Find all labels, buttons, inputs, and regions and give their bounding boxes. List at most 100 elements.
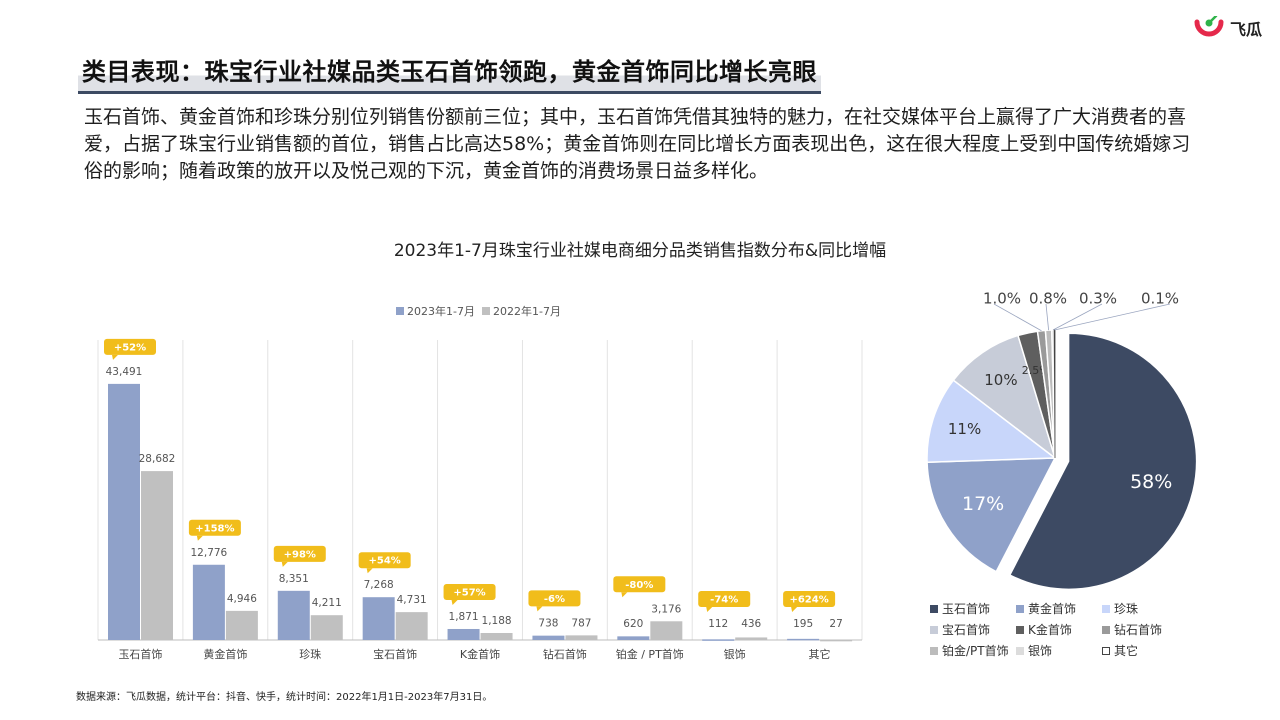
category-label: 钻石首饰 [543,647,587,661]
pie-legend-label: 玉石首饰 [942,602,991,616]
data-label-2023: 43,491 [106,366,143,378]
data-label-2023: 8,351 [279,573,309,585]
bar-2022 [141,471,173,640]
growth-label: +98% [284,549,316,560]
bar-2022 [820,639,853,642]
data-label-2023: 7,268 [364,579,394,591]
data-label-2022: 436 [741,618,761,630]
growth-callout: +54% [358,552,411,574]
growth-badge [528,590,581,607]
data-label-2022: 787 [571,617,591,629]
growth-callout: +158% [188,519,241,541]
growth-badge [358,552,411,569]
growth-label: +158% [195,523,234,534]
growth-badge [783,591,836,607]
pie-legend-label: 钻石首饰 [1114,623,1163,637]
growth-badge [104,338,156,355]
melon-logo-icon [1194,16,1224,37]
pie-legend-label: 黄金首饰 [1028,602,1077,616]
legend-label-2022: 2022年1-7月 [493,304,561,318]
bar-2022 [480,633,513,640]
data-label-2022: 4,731 [397,594,427,606]
growth-label: +57% [453,587,485,598]
pie-legend-swatch [930,604,938,613]
growth-badge-tail [451,599,458,605]
pie-legend-swatch [1102,625,1110,634]
growth-badge [273,545,326,562]
pie-legend-item: 珍珠 [1102,600,1188,617]
bar-2022 [225,610,258,640]
pie-slice-label: 1.0% [983,289,1021,307]
pie-legend-item: 钻石首饰 [1102,621,1188,638]
category-label: 其它 [809,647,831,661]
pie-legend-item: 宝石首饰 [930,621,1016,638]
bar-chart: 2023年1-7月 2022年1-7月 43,491 28,682 +52% 玉石首饰 12… [97,304,863,661]
brand-name: 飞瓜 [1229,20,1262,39]
pie-legend-swatch [1102,646,1110,655]
growth-callout: -80% [613,576,666,598]
growth-badge-tail [196,535,203,541]
data-label-2022: 28,682 [139,453,176,465]
data-label-2022: 4,211 [312,597,342,609]
bar-2022 [565,635,598,640]
data-label-2022: 1,188 [482,615,512,627]
pie-legend-label: 其它 [1114,644,1139,658]
bar-2022 [735,637,768,640]
data-label-2022: 3,176 [651,603,681,615]
growth-callout: -6% [528,590,581,612]
growth-badge-tail [706,607,713,612]
pie-leader-line [1052,303,1103,331]
data-label-2023: 620 [623,618,643,630]
category-label: 玉石首饰 [118,647,162,661]
pie-slice-label: 0.1% [1141,289,1179,307]
growth-label: -74% [710,595,738,606]
data-label-2023: 195 [793,618,813,630]
growth-badge-tail [621,592,628,598]
pie-slice-label: 58% [1130,471,1172,493]
pie-slice-label: 17% [962,493,1004,515]
bar-2022 [310,615,343,640]
growth-label: -6% [544,594,565,605]
pie-legend-swatch [1102,604,1110,613]
pie-slice [1008,332,1198,591]
pie-slice [952,334,1057,461]
pie-legend-label: K金首饰 [1028,623,1072,637]
bar-legend: 2023年1-7月 2022年1-7月 [396,304,561,318]
bar-2023 [617,636,650,640]
category-label: K金首饰 [460,647,500,661]
growth-label: +52% [114,342,146,353]
legend-swatch-2023 [396,307,404,315]
bar-2023 [108,383,140,640]
data-label-2022: 4,946 [227,593,257,605]
pie-slice [926,379,1058,463]
chart-title: 2023年1-7月珠宝行业社媒电商细分品类销售指数分布&同比增幅 [393,241,887,261]
pie-legend: 玉石首饰 黄金首饰 珍珠宝石首饰 K金首饰 钻石首饰铂金/PT首饰 银饰 其它 [930,600,1200,659]
growth-callout: -74% [698,591,751,612]
growth-badge-tail [536,606,543,612]
data-label-2023: 12,776 [191,547,228,559]
bar-2023 [787,638,820,641]
pie-legend-item: 其它 [1102,642,1188,659]
pie-legend-swatch [930,646,938,655]
pie-leader-line [1045,303,1050,331]
pie-leader-line [1054,303,1171,331]
pie-slice-label: 10% [984,371,1017,389]
growth-badge [188,519,241,536]
growth-callout: +624% [783,591,836,612]
bar-2023 [447,628,480,640]
bar-2022 [395,612,428,640]
growth-badge [698,591,751,607]
bar-2023 [362,597,395,640]
data-label-2022: 27 [829,618,842,630]
pie-legend-item: 铂金/PT首饰 [930,642,1016,659]
growth-badge [613,576,666,593]
pie-legend-item: 银饰 [1016,642,1102,659]
growth-badge [443,583,496,600]
pie-leader-line [993,303,1042,332]
pie-legend-swatch [1016,604,1024,613]
pie-slice-label: 11% [948,420,981,438]
growth-callout: +57% [443,583,496,605]
category-label: 宝石首饰 [373,647,417,661]
pie-chart: 58%17%11%10%2.5%1.0% 0.8% 0.3% 0.1% [926,289,1198,591]
data-source-note: 数据来源：飞瓜数据，统计平台：抖音、快手，统计时间：2022年1月1日-2023… [76,692,493,703]
